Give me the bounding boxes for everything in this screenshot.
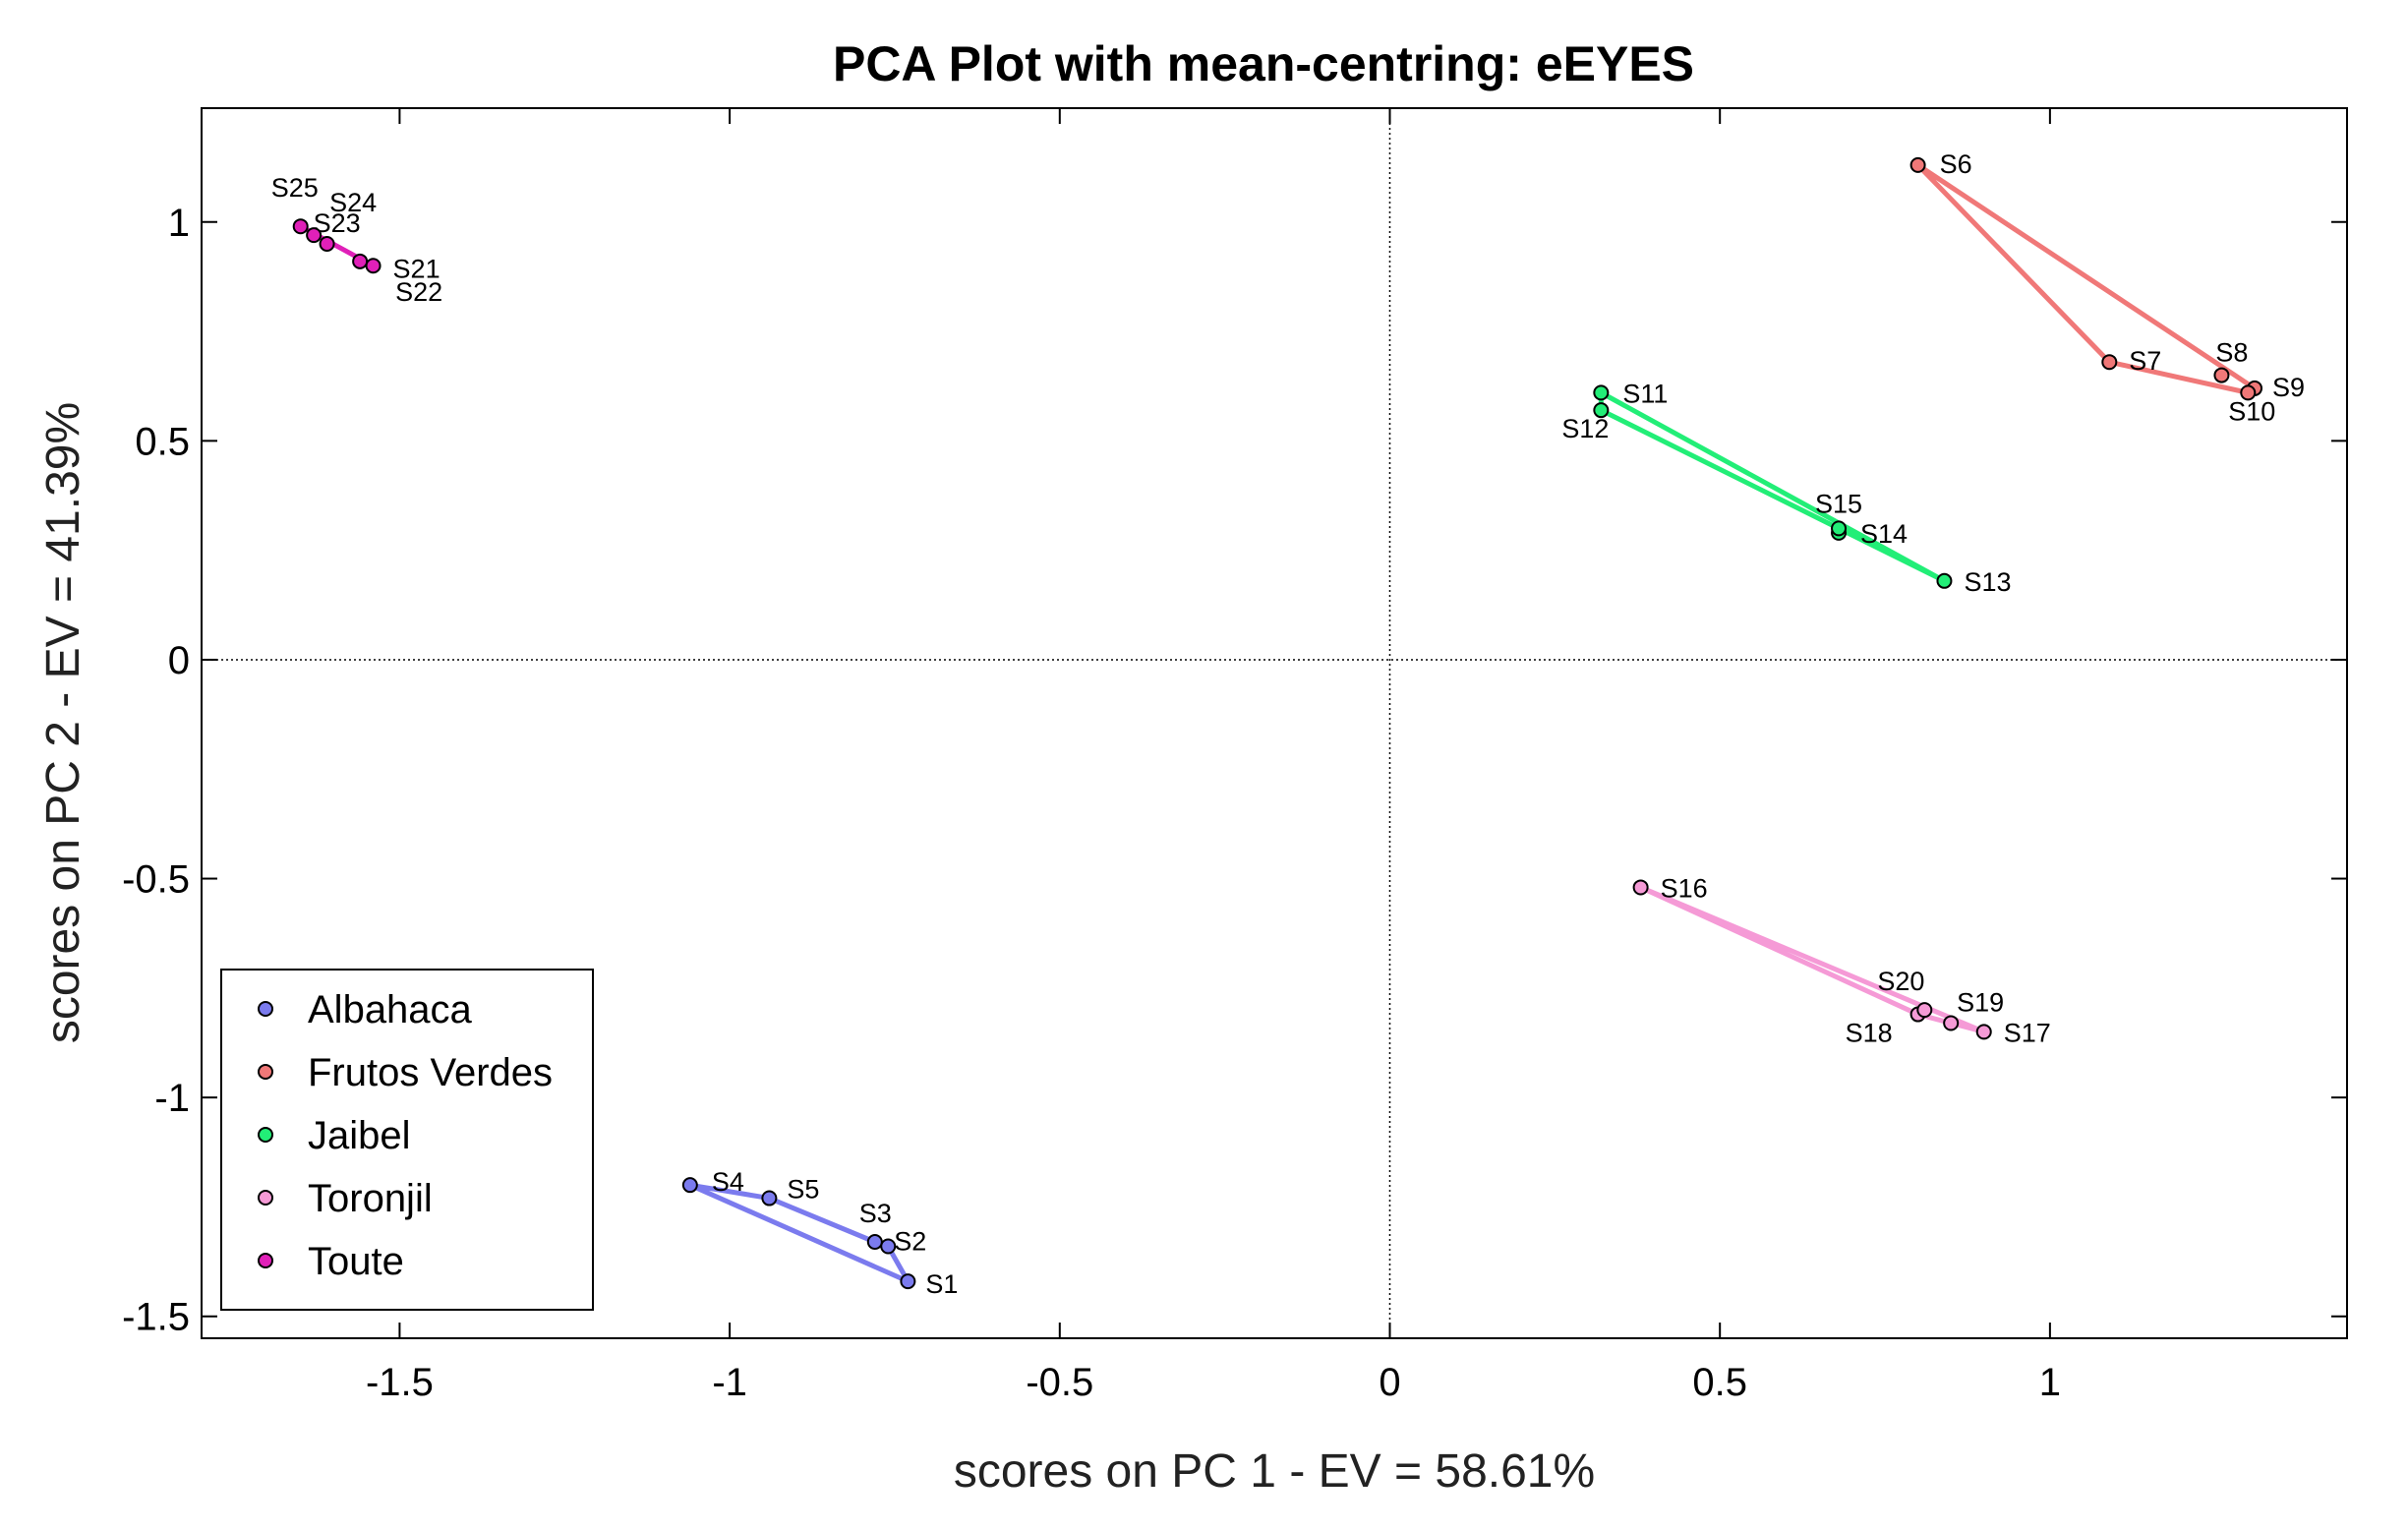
data-point (1909, 156, 1926, 173)
hull-jaibel (1598, 390, 1947, 584)
y-axis-label: scores on PC 2 - EV = 41.39% (37, 402, 89, 1043)
data-point (1593, 384, 1610, 401)
point-label: S25 (271, 173, 319, 203)
point-label: S5 (787, 1175, 819, 1205)
legend-marker (258, 1001, 273, 1017)
point-label: S14 (1860, 519, 1908, 549)
point-label: S3 (859, 1199, 892, 1228)
chart-title: PCA Plot with mean-centring: eEYES (833, 36, 1694, 91)
data-point (866, 1234, 883, 1251)
plot-frame (201, 107, 2348, 1339)
point-label: S24 (329, 188, 377, 217)
axis-ticks: -1.5 -1 -0.5 0 0.5 1 -1.5 -1 -0.5 0 0.5 1 (122, 108, 2347, 1404)
point-label: S7 (2129, 346, 2161, 376)
point-label: S19 (1957, 987, 2004, 1017)
point-label: S4 (712, 1167, 744, 1197)
point-label: S21 (393, 254, 440, 283)
point-label: S22 (395, 277, 442, 307)
legend-entry: Toronjil (308, 1177, 433, 1220)
x-tick-label: 0.5 (1692, 1361, 1747, 1404)
data-point (681, 1177, 698, 1194)
data-point (2213, 367, 2230, 383)
data-point (1916, 1002, 1933, 1019)
point-label: S9 (2272, 373, 2305, 402)
legend-entry: Frutos Verdes (308, 1051, 553, 1094)
point-label: S6 (1940, 149, 1972, 179)
point-label: S17 (2004, 1018, 2051, 1047)
data-point (1632, 879, 1649, 896)
data-point (2240, 384, 2257, 401)
legend-entry: Toute (308, 1240, 404, 1283)
legend-marker (258, 1127, 273, 1143)
legend-entry: Jaibel (308, 1114, 411, 1157)
x-tick-label: 1 (2039, 1361, 2061, 1404)
legend: Albahaca Frutos Verdes Jaibel Toronjil Toute (220, 969, 594, 1311)
y-tick-label: -1.5 (122, 1296, 190, 1339)
data-point (306, 227, 323, 244)
legend-marker (258, 1190, 273, 1206)
point-label: S13 (1964, 567, 2011, 597)
x-tick-label: -1.5 (366, 1361, 434, 1404)
x-tick-label: -1 (712, 1361, 747, 1404)
y-tick-label: 1 (168, 202, 190, 245)
point-label: S16 (1661, 873, 1708, 903)
y-tick-label: 0 (168, 639, 190, 682)
point-label: S12 (1561, 414, 1609, 443)
point-label: S20 (1877, 967, 1924, 996)
data-point (1943, 1015, 1960, 1031)
x-tick-label: -0.5 (1026, 1361, 1093, 1404)
data-point (319, 236, 335, 253)
point-label: S11 (1622, 379, 1668, 408)
data-point (2101, 354, 2118, 371)
point-label: S1 (925, 1269, 958, 1299)
data-point (365, 258, 382, 274)
legend-entry: Albahaca (308, 988, 473, 1031)
y-tick-label: -1 (154, 1077, 190, 1120)
data-point (292, 218, 309, 235)
point-label: S18 (1846, 1019, 1893, 1048)
data-point (352, 253, 369, 269)
x-axis-label: scores on PC 1 - EV = 58.61% (954, 1445, 1595, 1498)
legend-box (220, 969, 594, 1311)
data-point (880, 1238, 897, 1255)
data-point (1936, 572, 1953, 589)
data-point (900, 1273, 916, 1290)
point-label: S8 (2215, 338, 2248, 368)
point-label: S15 (1815, 489, 1862, 518)
legend-marker (258, 1253, 273, 1268)
y-tick-label: -0.5 (122, 858, 190, 902)
x-tick-label: 0 (1379, 1361, 1400, 1404)
data-point (1831, 520, 1848, 537)
data-point (761, 1190, 778, 1206)
y-tick-label: 0.5 (135, 420, 190, 463)
point-label: S10 (2228, 396, 2275, 426)
data-point (1975, 1024, 1992, 1040)
legend-marker (258, 1064, 273, 1080)
data-point (1593, 402, 1610, 419)
point-label: S2 (894, 1227, 926, 1257)
